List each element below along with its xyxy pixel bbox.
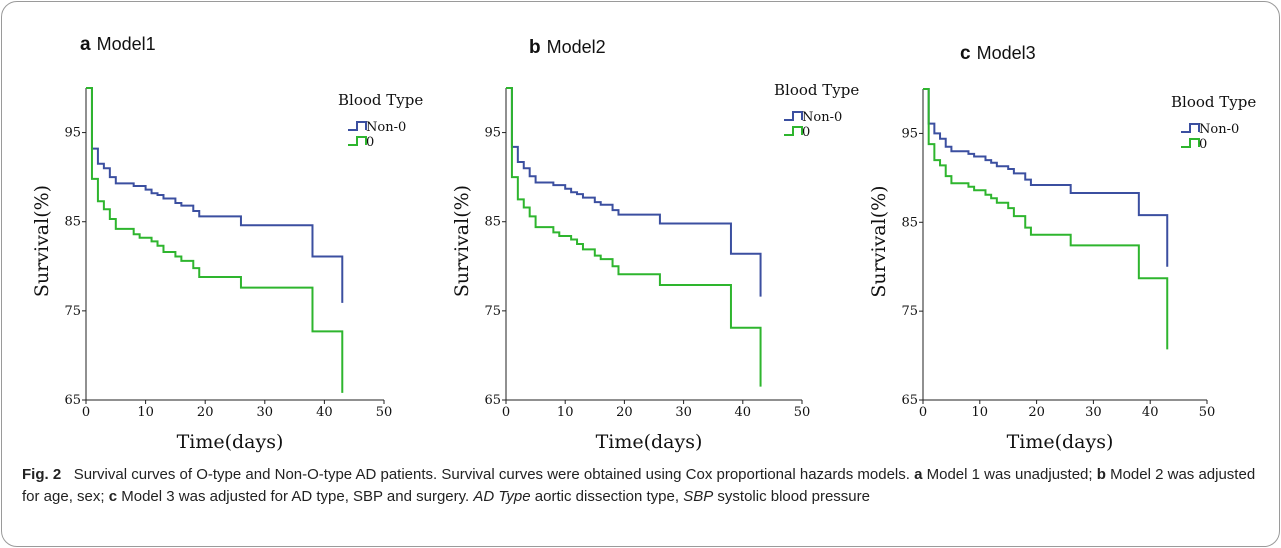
x-tick-label: 0 bbox=[502, 405, 510, 420]
x-axis-title: Time(days) bbox=[177, 431, 284, 453]
x-tick-label: 50 bbox=[376, 405, 393, 420]
y-axis-title: Survival(%) bbox=[31, 185, 53, 297]
x-tick-label: 50 bbox=[1199, 405, 1216, 420]
figure-caption: Fig. 2 Survival curves of O-type and Non… bbox=[22, 464, 1257, 507]
caption-fig-label: Fig. 2 bbox=[22, 466, 62, 483]
x-tick-label: 40 bbox=[316, 405, 333, 420]
chart-panel-b: 0 10 20 30 40 50 65 75 85 95 Time(days) Survival(%)… bbox=[451, 81, 859, 453]
panel-b-letter: b bbox=[529, 37, 541, 58]
caption-text: Survival curves of O-type and Non-O-type… bbox=[73, 466, 910, 483]
panel-a-letter: a bbox=[80, 34, 91, 55]
caption-label-a: a bbox=[914, 466, 923, 483]
caption-text-a: Model 1 was unadjusted; bbox=[926, 466, 1093, 483]
caption-abbr-ad-type-def: aortic dissection type, bbox=[534, 487, 680, 505]
x-tick-label: 10 bbox=[972, 405, 989, 420]
chart-panel-a: 0 10 20 30 40 50 65 75 85 95 Time(days) Survival(%)… bbox=[31, 87, 423, 453]
panel-b-title: b Model2 bbox=[529, 37, 606, 59]
legend-label-0: 0 bbox=[802, 125, 810, 140]
legend-swatch-0 bbox=[348, 136, 367, 146]
legend-title: Blood Type bbox=[774, 81, 859, 99]
y-tick-label: 95 bbox=[484, 126, 501, 141]
legend-title: Blood Type bbox=[1171, 93, 1256, 111]
y-tick-label: 85 bbox=[64, 215, 81, 230]
y-axis-title: Survival(%) bbox=[451, 185, 473, 297]
caption-text-c: Model 3 was adjusted for AD type, SBP an… bbox=[121, 487, 470, 505]
caption-label-c: c bbox=[108, 487, 118, 505]
y-tick-label: 95 bbox=[901, 126, 918, 141]
x-tick-label: 0 bbox=[82, 405, 90, 420]
x-tick-label: 0 bbox=[919, 405, 927, 420]
legend-swatch-non-0 bbox=[348, 121, 367, 131]
x-tick-label: 40 bbox=[735, 405, 752, 420]
panel-c-title: c Model3 bbox=[960, 43, 1036, 65]
series-non-0-line bbox=[86, 87, 344, 303]
x-axis-title: Time(days) bbox=[596, 431, 703, 453]
legend-swatch-0 bbox=[784, 126, 803, 136]
x-axis-title: Time(days) bbox=[1007, 431, 1114, 453]
series-0-line bbox=[86, 87, 344, 393]
series-non-0-line bbox=[506, 87, 762, 297]
y-tick-label: 65 bbox=[901, 393, 918, 408]
legend-label-non-0: Non-0 bbox=[366, 120, 406, 135]
panel-c-name: Model3 bbox=[976, 43, 1036, 63]
x-tick-label: 30 bbox=[1085, 405, 1102, 420]
x-tick-label: 30 bbox=[257, 405, 274, 420]
y-tick-label: 95 bbox=[64, 126, 81, 141]
y-tick-label: 65 bbox=[484, 393, 501, 408]
x-tick-label: 30 bbox=[675, 405, 692, 420]
series-0-line bbox=[923, 88, 1169, 350]
y-tick-label: 85 bbox=[901, 215, 918, 230]
x-tick-label: 20 bbox=[616, 405, 633, 420]
panel-b-name: Model2 bbox=[546, 37, 606, 57]
panel-c-letter: c bbox=[960, 43, 971, 64]
legend-title: Blood Type bbox=[338, 91, 423, 109]
legend-swatch-0 bbox=[1181, 138, 1200, 148]
legend-label-non-0: Non-0 bbox=[1199, 122, 1239, 137]
legend-label-0: 0 bbox=[1199, 137, 1207, 152]
series-non-0-line bbox=[923, 88, 1169, 267]
caption-label-b: b bbox=[1096, 466, 1106, 483]
panel-a-title: a Model1 bbox=[80, 34, 156, 56]
panel-a-name: Model1 bbox=[96, 34, 156, 54]
caption-abbr-sbp-def: systolic blood pressure bbox=[717, 487, 870, 505]
x-tick-label: 10 bbox=[137, 405, 154, 420]
legend-swatch-non-0 bbox=[1181, 123, 1200, 133]
y-tick-label: 85 bbox=[484, 215, 501, 230]
caption-text-b: Model 2 was adjusted for age, sex; bbox=[22, 466, 1256, 505]
caption-abbr-ad-type: AD Type bbox=[473, 487, 531, 505]
caption-abbr-sbp: SBP bbox=[683, 487, 714, 505]
series-0-line bbox=[506, 87, 762, 387]
x-tick-label: 10 bbox=[557, 405, 574, 420]
x-tick-label: 20 bbox=[197, 405, 214, 420]
x-tick-label: 20 bbox=[1028, 405, 1045, 420]
y-tick-label: 75 bbox=[484, 304, 501, 319]
legend-label-0: 0 bbox=[366, 135, 374, 150]
x-tick-label: 50 bbox=[794, 405, 811, 420]
legend-swatch-non-0 bbox=[784, 111, 803, 121]
y-tick-label: 75 bbox=[64, 304, 81, 319]
x-tick-label: 40 bbox=[1142, 405, 1159, 420]
y-tick-label: 75 bbox=[901, 304, 918, 319]
y-tick-label: 65 bbox=[64, 393, 81, 408]
y-axis-title: Survival(%) bbox=[868, 185, 890, 297]
chart-panel-c: 0 10 20 30 40 50 65 75 85 95 Time(days) Survival(%)… bbox=[868, 88, 1256, 453]
legend-label-non-0: Non-0 bbox=[802, 110, 842, 125]
